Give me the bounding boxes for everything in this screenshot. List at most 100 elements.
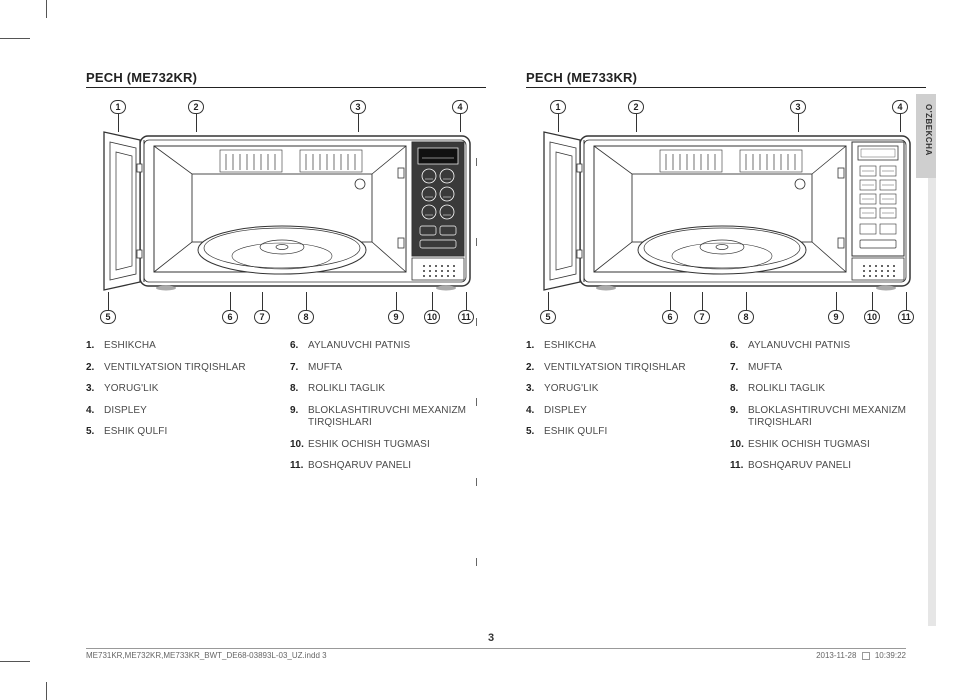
parts-legend: 1.ESHIKCHA 2.VENTILYATSION TIRQISHLAR 3.YO… <box>526 340 926 482</box>
legend-item: 3.YORUG'LIK <box>526 383 706 396</box>
legend-item-text: BOSHQARUV PANELI <box>308 460 411 473</box>
section-title: PECH (ME732KR) <box>86 70 486 88</box>
legend-item-number: 10. <box>290 439 308 452</box>
legend-item: 11.BOSHQARUV PANELI <box>730 460 910 473</box>
legend-item: 7.MUFTA <box>290 362 470 375</box>
leader-line <box>262 292 263 310</box>
legend-item-number: 7. <box>730 362 748 375</box>
callout-number: 6 <box>662 310 678 324</box>
legend-item-number: 8. <box>290 383 308 396</box>
callout-number: 3 <box>350 100 366 114</box>
callout-number: 8 <box>738 310 754 324</box>
legend-item-text: ESHIK QULFI <box>544 426 607 439</box>
page-number: 3 <box>488 632 494 644</box>
microwave-diagram: 1234 567891011 <box>526 100 926 324</box>
legend-item-text: YORUG'LIK <box>544 383 599 396</box>
legend-item-number: 1. <box>526 340 544 353</box>
microwave-diagram: 1234 567891011 <box>86 100 486 324</box>
legend-item-text: BLOKLASHTIRUVCHI MEXANIZM TIRQISHLARI <box>748 405 910 430</box>
legend-item-text: AYLANUVCHI PATNIS <box>308 340 410 353</box>
leader-line <box>746 292 747 310</box>
legend-item-number: 3. <box>86 383 104 396</box>
callout-number: 4 <box>452 100 468 114</box>
legend-item-number: 9. <box>290 405 308 430</box>
legend-item-text: ROLIKLI TAGLIK <box>308 383 385 396</box>
leader-line <box>548 292 549 310</box>
callouts-top: 1234 <box>86 100 486 114</box>
legend-item: 6.AYLANUVCHI PATNIS <box>290 340 470 353</box>
legend-item-number: 6. <box>290 340 308 353</box>
legend-item: 9.BLOKLASHTIRUVCHI MEXANIZM TIRQISHLARI <box>730 405 910 430</box>
legend-item-text: YORUG'LIK <box>104 383 159 396</box>
page-frame: O'ZBEKCHA PECH (ME732KR)1234 <box>46 38 936 662</box>
legend-column: 6.AYLANUVCHI PATNIS 7.MUFTA 8.ROLIKLI TAGL… <box>730 340 910 482</box>
legend-item-text: DISPLEY <box>104 405 147 418</box>
legend-item: 6.AYLANUVCHI PATNIS <box>730 340 910 353</box>
parts-legend: 1.ESHIKCHA2.VENTILYATSION TIRQISHLAR3.YO… <box>86 340 486 482</box>
side-margin-bar <box>928 178 936 626</box>
page-footer: 3 ME731KR,ME732KR,ME733KR_BWT_DE68-03893… <box>46 630 936 662</box>
legend-item-number: 11. <box>730 460 748 473</box>
callout-number: 9 <box>828 310 844 324</box>
legend-item-number: 11. <box>290 460 308 473</box>
legend-column: 1.ESHIKCHA2.VENTILYATSION TIRQISHLAR3.YO… <box>86 340 266 482</box>
legend-item-number: 9. <box>730 405 748 430</box>
callout-number: 8 <box>298 310 314 324</box>
leader-line <box>836 292 837 310</box>
legend-item: 5.ESHIK QULFI <box>526 426 706 439</box>
callout-number: 1 <box>550 100 566 114</box>
callouts-bottom: 567891011 <box>86 310 486 324</box>
legend-item: 4.DISPLEY <box>86 405 266 418</box>
callout-number: 7 <box>254 310 270 324</box>
callout-number: 9 <box>388 310 404 324</box>
legend-item: 4.DISPLEY <box>526 405 706 418</box>
legend-item-number: 7. <box>290 362 308 375</box>
legend-item: 2.VENTILYATSION TIRQISHLAR <box>526 362 706 375</box>
legend-item-number: 2. <box>86 362 104 375</box>
legend-item-text: VENTILYATSION TIRQISHLAR <box>104 362 246 375</box>
legend-item-number: 5. <box>86 426 104 439</box>
microwave-illustration <box>536 128 916 294</box>
footer-date: 2013-11-28 <box>816 651 856 660</box>
leader-line <box>230 292 231 310</box>
footer-filename: ME731KR,ME732KR,ME733KR_BWT_DE68-03893L-… <box>86 651 327 660</box>
leader-line <box>396 292 397 310</box>
legend-item-number: 6. <box>730 340 748 353</box>
legend-item-number: 4. <box>526 405 544 418</box>
legend-item-text: ROLIKLI TAGLIK <box>748 383 825 396</box>
section-title: PECH (ME733KR) <box>526 70 926 88</box>
legend-item-text: ESHIKCHA <box>104 340 156 353</box>
leader-line <box>432 292 433 310</box>
callout-number: 6 <box>222 310 238 324</box>
callouts-bottom: 567891011 <box>526 310 926 324</box>
legend-item-text: ESHIK OCHISH TUGMASI <box>308 439 430 452</box>
legend-item-text: ESHIK OCHISH TUGMASI <box>748 439 870 452</box>
leader-line <box>108 292 109 310</box>
legend-item-number: 4. <box>86 405 104 418</box>
product-column: PECH (ME733KR)1234 5678910111. <box>526 70 926 482</box>
legend-item: 10.ESHIK OCHISH TUGMASI <box>290 439 470 452</box>
callout-number: 2 <box>628 100 644 114</box>
legend-item-text: ESHIKCHA <box>544 340 596 353</box>
legend-column: 1.ESHIKCHA 2.VENTILYATSION TIRQISHLAR 3.YO… <box>526 340 706 482</box>
legend-item: 1.ESHIKCHA <box>86 340 266 353</box>
print-info-icon <box>862 652 870 660</box>
callout-number: 1 <box>110 100 126 114</box>
leader-line <box>872 292 873 310</box>
legend-item: 8.ROLIKLI TAGLIK <box>730 383 910 396</box>
footer-rule <box>86 648 906 649</box>
legend-item: 8.ROLIKLI TAGLIK <box>290 383 470 396</box>
leader-line <box>906 292 907 310</box>
callouts-top: 1234 <box>526 100 926 114</box>
legend-item: 5.ESHIK QULFI <box>86 426 266 439</box>
callout-number: 3 <box>790 100 806 114</box>
legend-item-text: MUFTA <box>748 362 782 375</box>
callout-number: 7 <box>694 310 710 324</box>
leader-line <box>466 292 467 310</box>
callout-number: 5 <box>100 310 116 324</box>
leader-line <box>306 292 307 310</box>
legend-item: 3.YORUG'LIK <box>86 383 266 396</box>
legend-item-number: 2. <box>526 362 544 375</box>
leader-line <box>670 292 671 310</box>
callout-number: 11 <box>898 310 914 324</box>
